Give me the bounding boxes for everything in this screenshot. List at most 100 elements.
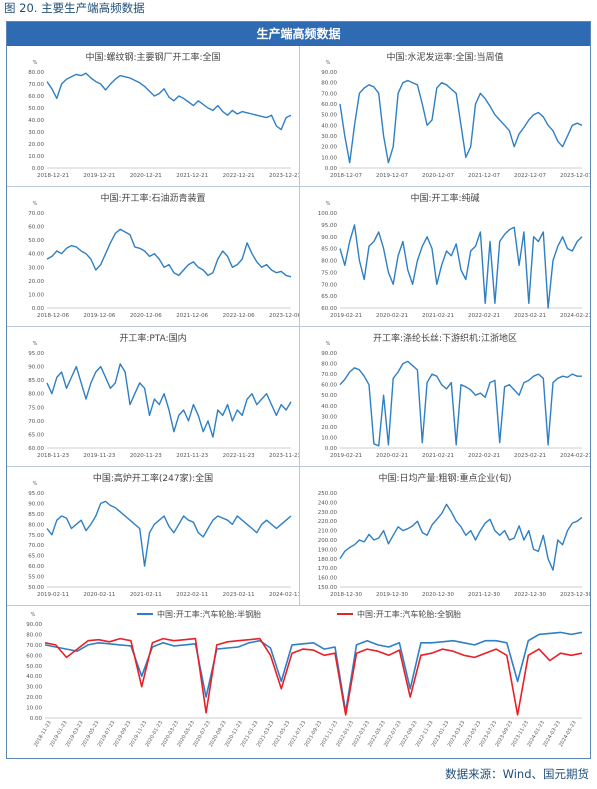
x-tick-label: 2021-12-30: [468, 592, 500, 598]
y-tick-label: 30.00: [28, 265, 44, 271]
x-tick-label: 2020-02-11: [83, 592, 115, 598]
y-tick-label: 230.00: [318, 510, 338, 516]
x-tick-label: 2023-02-21: [514, 453, 546, 459]
y-tick-label: 0.00: [325, 446, 338, 452]
y-tick-label: 90.00: [28, 501, 44, 507]
x-tick-label: 2023-12-21: [269, 173, 299, 179]
y-tick-label: 80.00: [28, 392, 44, 398]
data-source-note: 数据来源：Wind、国元期货: [445, 767, 589, 781]
x-tick-label: 2024-02-11: [269, 592, 299, 598]
y-tick-label: 220.00: [318, 519, 338, 525]
y-tick-label: 70.00: [321, 91, 337, 97]
chart-title: 中国:水泥发运率:全国:当周值: [386, 51, 503, 63]
y-tick-label: 75.00: [28, 405, 44, 411]
x-tick-label: 2019-12-06: [83, 313, 115, 319]
chart-title: 开工率:涤纶长丝:下游织机:江浙地区: [373, 332, 517, 344]
y-tick-label: 160.00: [318, 576, 338, 582]
series-line-0: [44, 631, 583, 713]
y-tick-label: 85.00: [28, 378, 44, 384]
x-tick-label: 2019-12-30: [376, 592, 408, 598]
series-line-0: [339, 224, 583, 309]
y-tick-label: 180.00: [318, 557, 338, 563]
y-tick-label: 90.00: [321, 351, 337, 357]
y-tick-label: 0.00: [30, 716, 43, 722]
y-unit-label: %: [326, 341, 331, 347]
x-tick-label: 2019-12-21: [83, 173, 115, 179]
y-tick-label: 70.00: [28, 543, 44, 549]
y-tick-label: 150.00: [318, 585, 338, 591]
x-tick-label: 2018-12-06: [37, 313, 69, 319]
chart-cement-shipment: 中国:水泥发运率:全国:当周值% 90.00 80.00 70.00 60.00 50.0…: [300, 46, 590, 186]
y-tick-label: 90.00: [28, 365, 44, 371]
x-tick-label: 2024-02-21: [560, 453, 590, 459]
y-tick-label: 70.00: [321, 372, 337, 378]
y-tick-label: 0.00: [32, 166, 45, 172]
y-tick-label: 40.00: [28, 118, 44, 124]
y-tick-label: 65.00: [28, 554, 44, 560]
series-line-0: [46, 500, 292, 567]
x-tick-label: 2018-12-07: [330, 173, 362, 179]
y-tick-label: 60.00: [28, 225, 44, 231]
x-tick-label: 2022-02-11: [176, 592, 208, 598]
y-tick-label: 50.00: [321, 113, 337, 119]
x-tick-label: 2019-12-07: [376, 173, 408, 179]
x-tick-label: 2020-12-21: [130, 173, 162, 179]
x-tick-label: 2020-11-23: [130, 453, 162, 459]
y-unit-label: %: [326, 201, 331, 207]
x-tick-label: 2021-02-11: [130, 592, 162, 598]
divider-row-2: [7, 326, 590, 327]
x-tick-label: 2023-12-06: [269, 313, 299, 319]
x-tick-label: 2021-12-21: [176, 173, 208, 179]
y-tick-label: 55.00: [28, 575, 44, 581]
y-tick-label: 70.00: [321, 282, 337, 288]
x-tick-label: 2020-02-21: [376, 453, 408, 459]
y-tick-label: 95.00: [321, 223, 337, 229]
y-tick-label: 30.00: [321, 414, 337, 420]
chart-rebar-utilization: 中国:螺纹钢:主要钢厂开工率:全国% 80.00 70.00 60.00 50.00 40…: [7, 46, 299, 186]
y-tick-label: 95.00: [28, 351, 44, 357]
x-tick-label: 2021-11-23: [176, 453, 208, 459]
chart-title: 中国:螺纹钢:主要钢厂开工率:全国: [85, 51, 220, 63]
series-line-0: [46, 228, 292, 278]
x-tick-label: 2018-12-21: [37, 173, 69, 179]
x-tick-label: 2020-02-21: [376, 313, 408, 319]
chart-frame: 生产端高频数据 中国:螺纹钢:主要钢厂开工率:全国% 80.00 70.00 60.0…: [6, 21, 591, 759]
y-tick-label: 190.00: [318, 547, 338, 553]
y-tick-label: 60.00: [321, 306, 337, 312]
x-tick-label: 2020-12-30: [422, 592, 454, 598]
y-tick-label: 10.00: [26, 706, 42, 712]
y-tick-label: 0.00: [32, 306, 45, 312]
y-tick-label: 95.00: [28, 491, 44, 497]
legend-label-0: 中国:开工率:汽车轮胎:半钢胎: [157, 609, 261, 619]
y-tick-label: 20.00: [321, 425, 337, 431]
x-tick-label: 2019-02-21: [330, 453, 362, 459]
y-tick-label: 90.00: [321, 70, 337, 76]
y-tick-label: 10.00: [28, 154, 44, 160]
x-tick-label: 2022-12-21: [223, 173, 255, 179]
y-unit-label: %: [31, 612, 36, 618]
x-tick-label: 2023-02-11: [223, 592, 255, 598]
figure-title: 图 20. 主要生产端高频数据: [4, 1, 145, 15]
x-tick-label: 2023-12-30: [560, 592, 590, 598]
x-tick-label: 2022-02-21: [468, 313, 500, 319]
x-tick-label: 2022-02-21: [468, 453, 500, 459]
y-tick-label: 60.00: [28, 94, 44, 100]
series-line-0: [339, 503, 583, 571]
y-tick-label: 30.00: [28, 130, 44, 136]
y-tick-label: 50.00: [321, 393, 337, 399]
banner-title: 生产端高频数据: [7, 22, 590, 46]
x-tick-label: 2021-12-07: [468, 173, 500, 179]
legend-label-1: 中国:开工率:汽车轮胎:全钢胎: [357, 609, 461, 619]
y-tick-label: 100.00: [318, 211, 338, 217]
y-tick-label: 80.00: [321, 362, 337, 368]
x-tick-label: 2021-12-06: [176, 313, 208, 319]
y-tick-label: 70.00: [26, 643, 42, 649]
divider-row-1: [7, 186, 590, 187]
y-unit-label: %: [33, 481, 38, 487]
chart-polyester-loom-utilization: 开工率:涤纶长丝:下游织机:江浙地区% 90.00 80.00 70.00 60.00 5…: [300, 327, 590, 466]
chart-title: 开工率:PTA:国内: [119, 332, 186, 344]
y-tick-label: 80.00: [28, 70, 44, 76]
x-tick-label: 2024-02-21: [560, 313, 590, 319]
divider-row-3: [7, 466, 590, 467]
y-tick-label: 210.00: [318, 529, 338, 535]
